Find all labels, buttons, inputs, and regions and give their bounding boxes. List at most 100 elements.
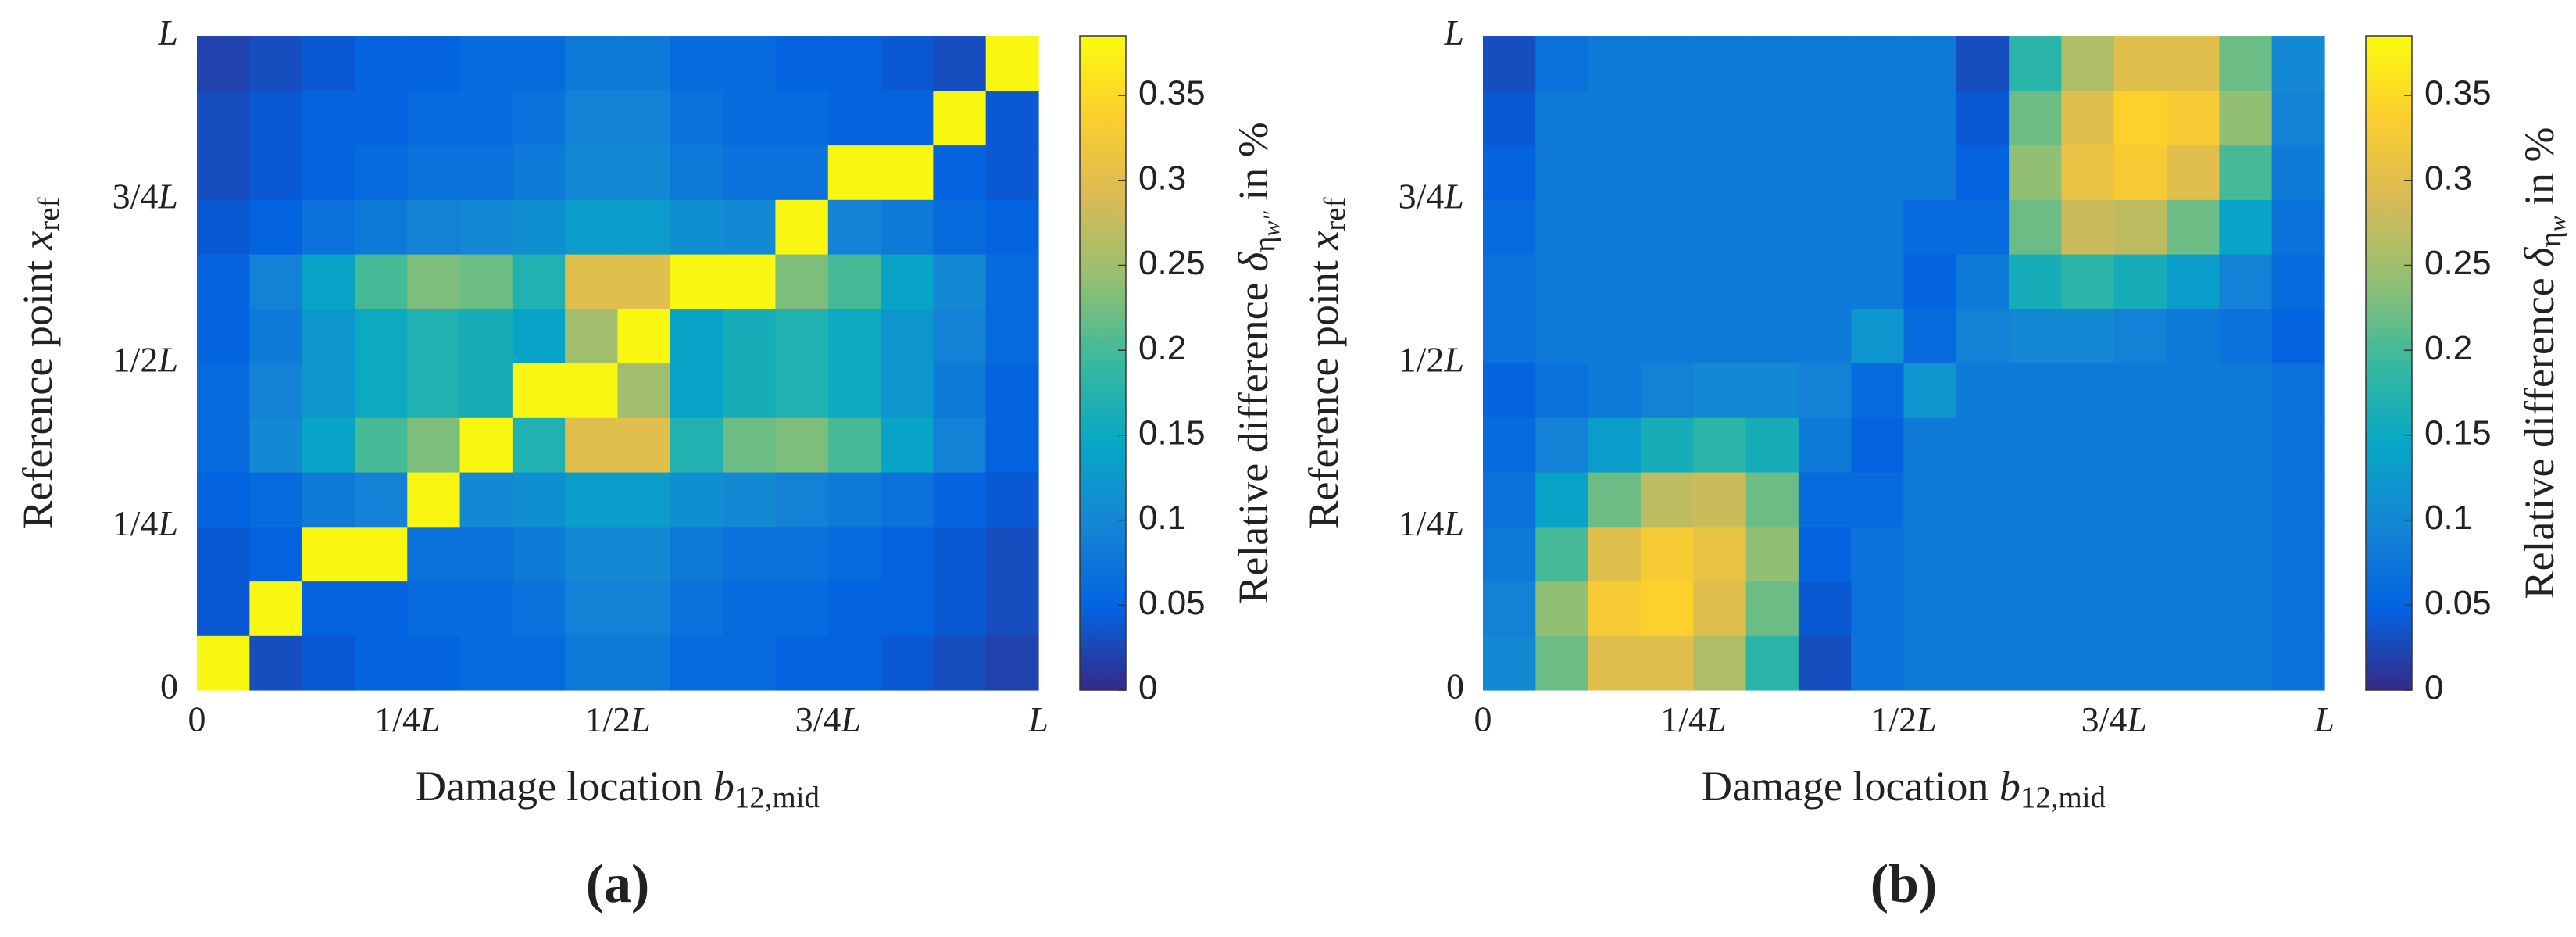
heatmap-cell xyxy=(617,36,671,91)
y-tick-label: L xyxy=(1443,13,1464,52)
heatmap-cell xyxy=(354,90,408,146)
heatmap-cell xyxy=(933,90,987,146)
heatmap-cell xyxy=(1851,308,1905,364)
colorbar-tick-label: 0.35 xyxy=(2424,74,2492,113)
heatmap-cell xyxy=(670,90,723,146)
heatmap-cell xyxy=(354,36,408,91)
heatmap-cell xyxy=(933,308,987,364)
heatmap-cell xyxy=(2271,363,2325,418)
heatmap-cell xyxy=(249,526,303,582)
heatmap-cell xyxy=(1956,145,2010,200)
heatmap-cell xyxy=(933,417,987,473)
label-subsubscript: w″ xyxy=(1259,211,1284,237)
y-tick-label: 1/4L xyxy=(1399,502,1464,542)
heatmap-cell xyxy=(775,90,829,146)
heatmap-cell xyxy=(1798,254,1852,309)
colorbar-tick-label: 0.3 xyxy=(2424,159,2472,197)
label-text: Damage location xyxy=(1702,763,1999,810)
heatmap-cell xyxy=(2009,635,2063,691)
heatmap-cell xyxy=(197,199,250,255)
colorbar-tick-label: 0.1 xyxy=(2424,499,2472,537)
heatmap-cell xyxy=(1745,90,1799,146)
heatmap-cell xyxy=(881,471,934,528)
heatmap-cell xyxy=(1640,90,1694,146)
label-text: Reference point xyxy=(14,250,61,529)
heatmap-cell xyxy=(2061,526,2115,582)
heatmap-cell xyxy=(565,471,619,528)
heatmap-cell xyxy=(1903,363,1957,418)
heatmap-cell xyxy=(827,417,881,473)
heatmap-cell xyxy=(197,90,250,146)
heatmap-cell xyxy=(1745,254,1799,309)
heatmap-cell xyxy=(2219,145,2273,200)
heatmap-cell xyxy=(2009,417,2063,473)
heatmap-cell xyxy=(512,417,566,473)
heatmap-cell xyxy=(881,417,934,473)
heatmap-cell xyxy=(2167,526,2220,582)
heatmap-cell xyxy=(1535,145,1589,200)
heatmap-cell xyxy=(302,417,355,473)
heatmap-cell xyxy=(249,308,303,364)
heatmap-cell xyxy=(2271,199,2325,255)
heatmap-cell xyxy=(1798,90,1852,146)
y-axis-label: Reference point xref xyxy=(1300,197,1352,528)
heatmap-cell xyxy=(2061,36,2115,91)
heatmap-cell xyxy=(933,36,987,91)
heatmap-cell xyxy=(1956,308,2010,364)
label-symbol: δ xyxy=(2516,247,2563,267)
heatmap-cell xyxy=(1956,363,2010,418)
heatmap-cell xyxy=(2009,363,2063,418)
heatmap-cell xyxy=(1956,417,2010,473)
heatmap-cell xyxy=(2167,417,2220,473)
heatmap-cell xyxy=(1693,308,1747,364)
heatmap-cell xyxy=(1640,363,1694,418)
heatmap-cell xyxy=(302,526,355,582)
heatmap-cell xyxy=(775,254,829,309)
heatmap-cell xyxy=(1903,526,1957,582)
heatmap-cell xyxy=(2167,581,2220,636)
label-symbol: b xyxy=(713,763,734,810)
x-tick-label: 1/4L xyxy=(374,699,440,739)
heatmap-cell xyxy=(354,145,408,200)
heatmap-cell xyxy=(2009,254,2063,309)
heatmap-cell xyxy=(1851,254,1905,309)
heatmap-cell xyxy=(2271,417,2325,473)
heatmap-cell xyxy=(1693,90,1747,146)
heatmap-cell xyxy=(1956,36,2010,91)
heatmap-cell xyxy=(459,36,513,91)
heatmap-cell xyxy=(617,526,671,582)
heatmap-cell xyxy=(2113,635,2167,691)
heatmap-cell xyxy=(565,145,619,200)
colorbar-label: Relative difference δηw in % xyxy=(2516,127,2570,599)
heatmap-cell xyxy=(670,145,723,200)
heatmap-cell xyxy=(2271,581,2325,636)
heatmap-cell xyxy=(302,254,355,309)
heatmap-cell xyxy=(2061,471,2115,528)
heatmap-cell xyxy=(1640,308,1694,364)
heatmap-cell xyxy=(2219,90,2273,146)
y-axis-label: Reference point xref xyxy=(14,197,66,528)
heatmap-cell xyxy=(354,635,408,691)
heatmap-cell xyxy=(302,36,355,91)
heatmap-cell xyxy=(775,417,829,473)
heatmap-cell xyxy=(985,417,1039,473)
colorbar xyxy=(1079,35,1127,691)
heatmap-cell xyxy=(2009,199,2063,255)
heatmap-cell xyxy=(1851,363,1905,418)
heatmap-cell xyxy=(881,308,934,364)
colorbar-tick-label: 0 xyxy=(2424,669,2443,707)
heatmap-cell xyxy=(1956,471,2010,528)
heatmap-cell xyxy=(617,581,671,636)
x-tick-label: 0 xyxy=(188,699,206,739)
heatmap-cell xyxy=(827,581,881,636)
heatmap-cell xyxy=(1956,254,2010,309)
heatmap-cell xyxy=(881,36,934,91)
heatmap-cell xyxy=(881,254,934,309)
heatmap-cell xyxy=(1903,308,1957,364)
panel-label: (b) xyxy=(1870,854,1938,914)
colorbar xyxy=(2365,35,2413,691)
heatmap-cell xyxy=(1903,417,1957,473)
heatmap-cell xyxy=(249,363,303,418)
heatmap-cell xyxy=(565,254,619,309)
label-subscript: 12,mid xyxy=(2020,781,2106,814)
